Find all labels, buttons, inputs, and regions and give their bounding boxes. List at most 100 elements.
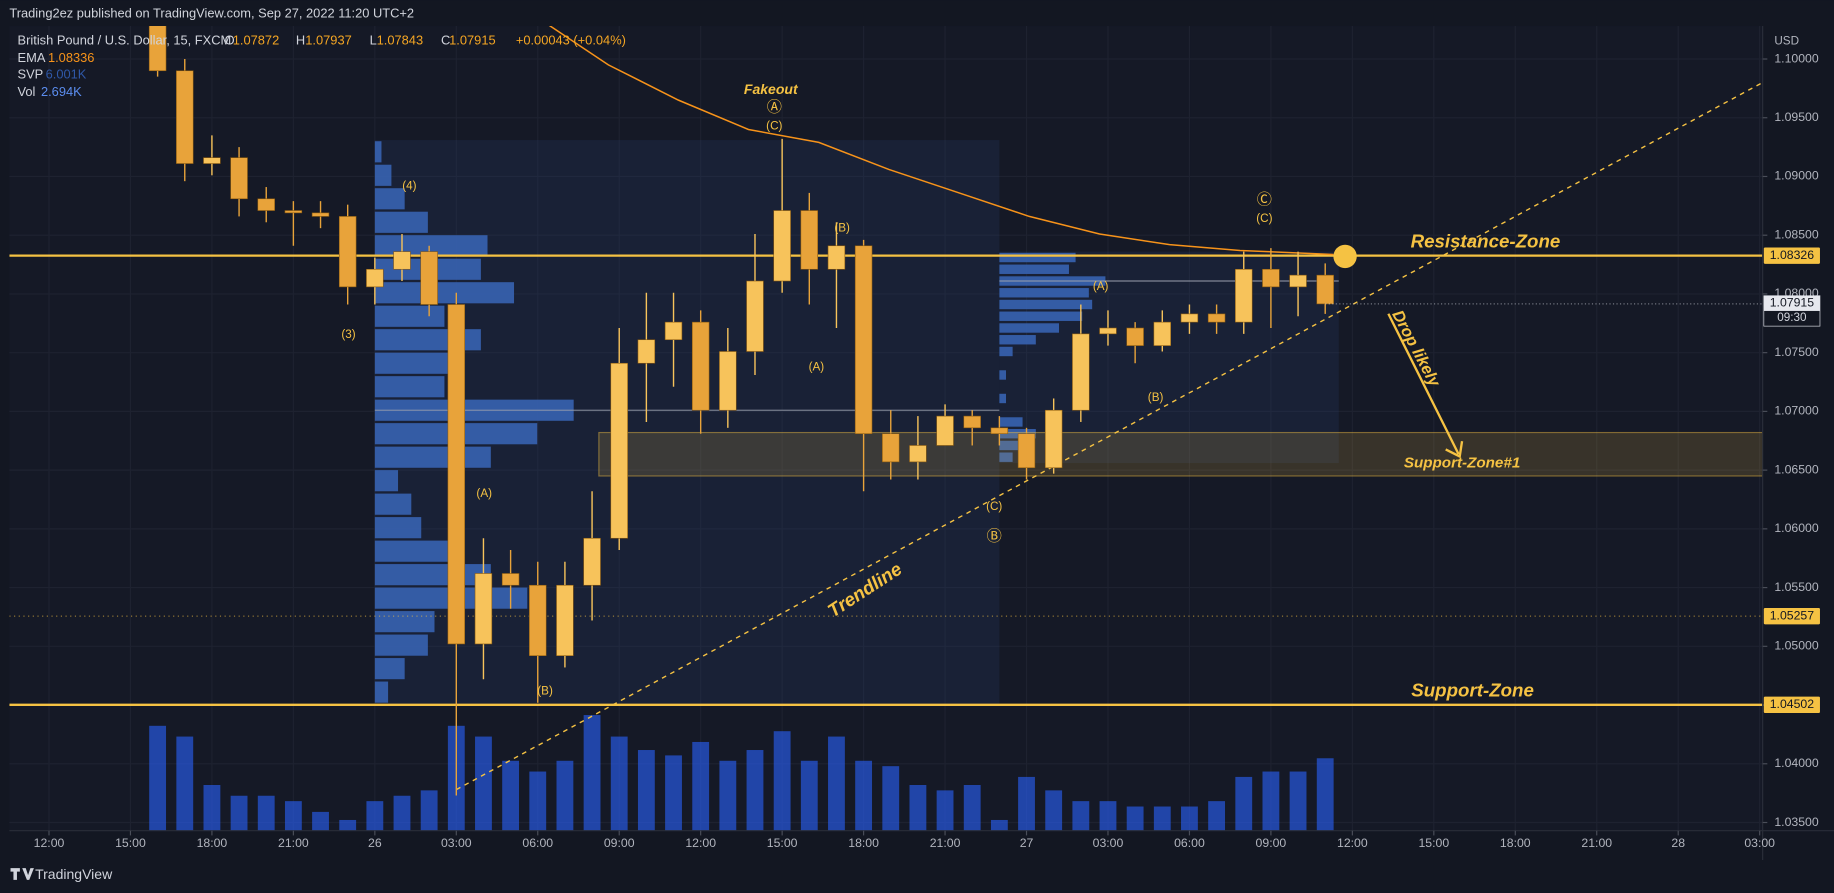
candle-body [311,212,330,217]
profile-row [374,540,458,562]
volume-bar [882,766,900,831]
volume-bar [936,790,954,831]
annotation: (B) [1148,391,1164,404]
annotation: Ⓑ [987,528,1002,545]
profile-row [374,446,491,468]
profile-row [999,299,1093,310]
y-tick-label: 1.06500 [1774,462,1819,476]
profile-row [374,658,405,680]
x-tick-label: 28 [1671,836,1685,850]
ohlc-value: 1.07937 [305,33,351,48]
candle-body [176,70,194,164]
candle-body [963,415,981,429]
profile-row [374,564,491,586]
x-tick-label: 06:00 [522,836,553,850]
volume-bar [1072,801,1090,831]
volume-bar [1289,771,1307,831]
volume-bar [1208,801,1226,831]
volume-bar [393,795,411,831]
candle-body [1262,268,1280,288]
volume-bar [1235,776,1253,831]
volume-bar [230,795,248,831]
ohlc-key: O [225,33,235,48]
price-tag-label: 1.08326 [1770,248,1815,262]
volume-bar [963,784,981,831]
candle-body [474,573,493,645]
volume-bar [257,795,275,831]
symbol: British Pound / U.S. Dollar, 15, FXCM [18,33,232,48]
volume-bar [610,736,628,831]
candle-body [990,427,1009,435]
x-tick-label: 15:00 [115,836,146,850]
profile-row [999,323,1060,333]
volume-bar [475,736,492,831]
profile-row [999,452,1013,462]
profile-row [374,282,515,304]
plot-area [9,26,1763,831]
volume-bar [990,819,1008,831]
x-tick-label: 06:00 [1174,836,1205,850]
currency: USD [1774,34,1799,47]
profile-row [374,376,445,398]
zone-label: Support-Zone#1 [1404,454,1520,471]
volume-bar [149,725,167,831]
x-tick-label: 15:00 [1418,836,1449,850]
candle-body [664,321,683,341]
profile-row [999,417,1023,427]
volume-bar [1126,806,1144,831]
price-tag-label: 1.04502 [1770,697,1815,711]
candle-body [230,157,248,200]
zone-label: Support-Zone [1411,679,1534,700]
candle-body [257,198,275,211]
profile-row [374,188,405,210]
volume-bar [502,760,520,831]
candle-body [393,251,411,270]
volume-bar [1153,806,1171,831]
volume-bar [312,811,329,831]
annotation: (C) [766,120,782,133]
candle-body [420,251,438,305]
profile-row [999,393,1006,404]
annotation: (A) [476,487,492,500]
volume-bar [1262,771,1280,831]
x-tick-label: 03:00 [1744,836,1775,850]
profile-row [374,634,428,656]
candle-body [1180,313,1199,323]
profile-row [374,211,428,233]
candle-body [447,304,466,645]
profile-row [999,311,1083,321]
indicator-name: SVP [18,67,44,82]
profile-row [999,335,1036,345]
candle-body [1289,274,1307,288]
profile-range [374,140,1000,704]
countdown: 09:30 [1777,311,1807,324]
candle-body [746,280,764,352]
volume-bar [176,736,194,831]
volume-bar [556,760,574,831]
volume-bar [1181,806,1198,831]
price-tag [1763,607,1820,625]
profile-row [999,429,1036,439]
candle-body [854,245,873,435]
volume-bar [719,760,737,831]
arrow-head [1445,441,1464,459]
volume-bar [1099,801,1117,831]
candle-body [1017,433,1036,469]
last-price-label: 1.07915 [1770,296,1815,310]
publisher: Trading2ez published on TradingView.com,… [9,6,414,21]
profile-row [999,288,1089,298]
indicator-name: Vol [18,84,36,99]
x-tick-label: 27 [1020,836,1034,850]
candle-body [1153,321,1172,346]
y-tick-label: 1.10000 [1774,51,1819,65]
zone-label: Resistance-Zone [1411,230,1561,251]
x-tick-label: 12:00 [685,836,716,850]
indicator-name: EMA [18,50,46,65]
candle-body [1126,327,1144,346]
volume-bar [909,784,927,831]
volume-bar [746,750,764,831]
y-tick-label: 1.05000 [1774,639,1819,653]
axes: 1.100001.095001.090001.085001.080001.075… [34,51,1821,850]
y-tick-label: 1.07000 [1774,404,1819,418]
annotation: (B) [834,221,850,234]
